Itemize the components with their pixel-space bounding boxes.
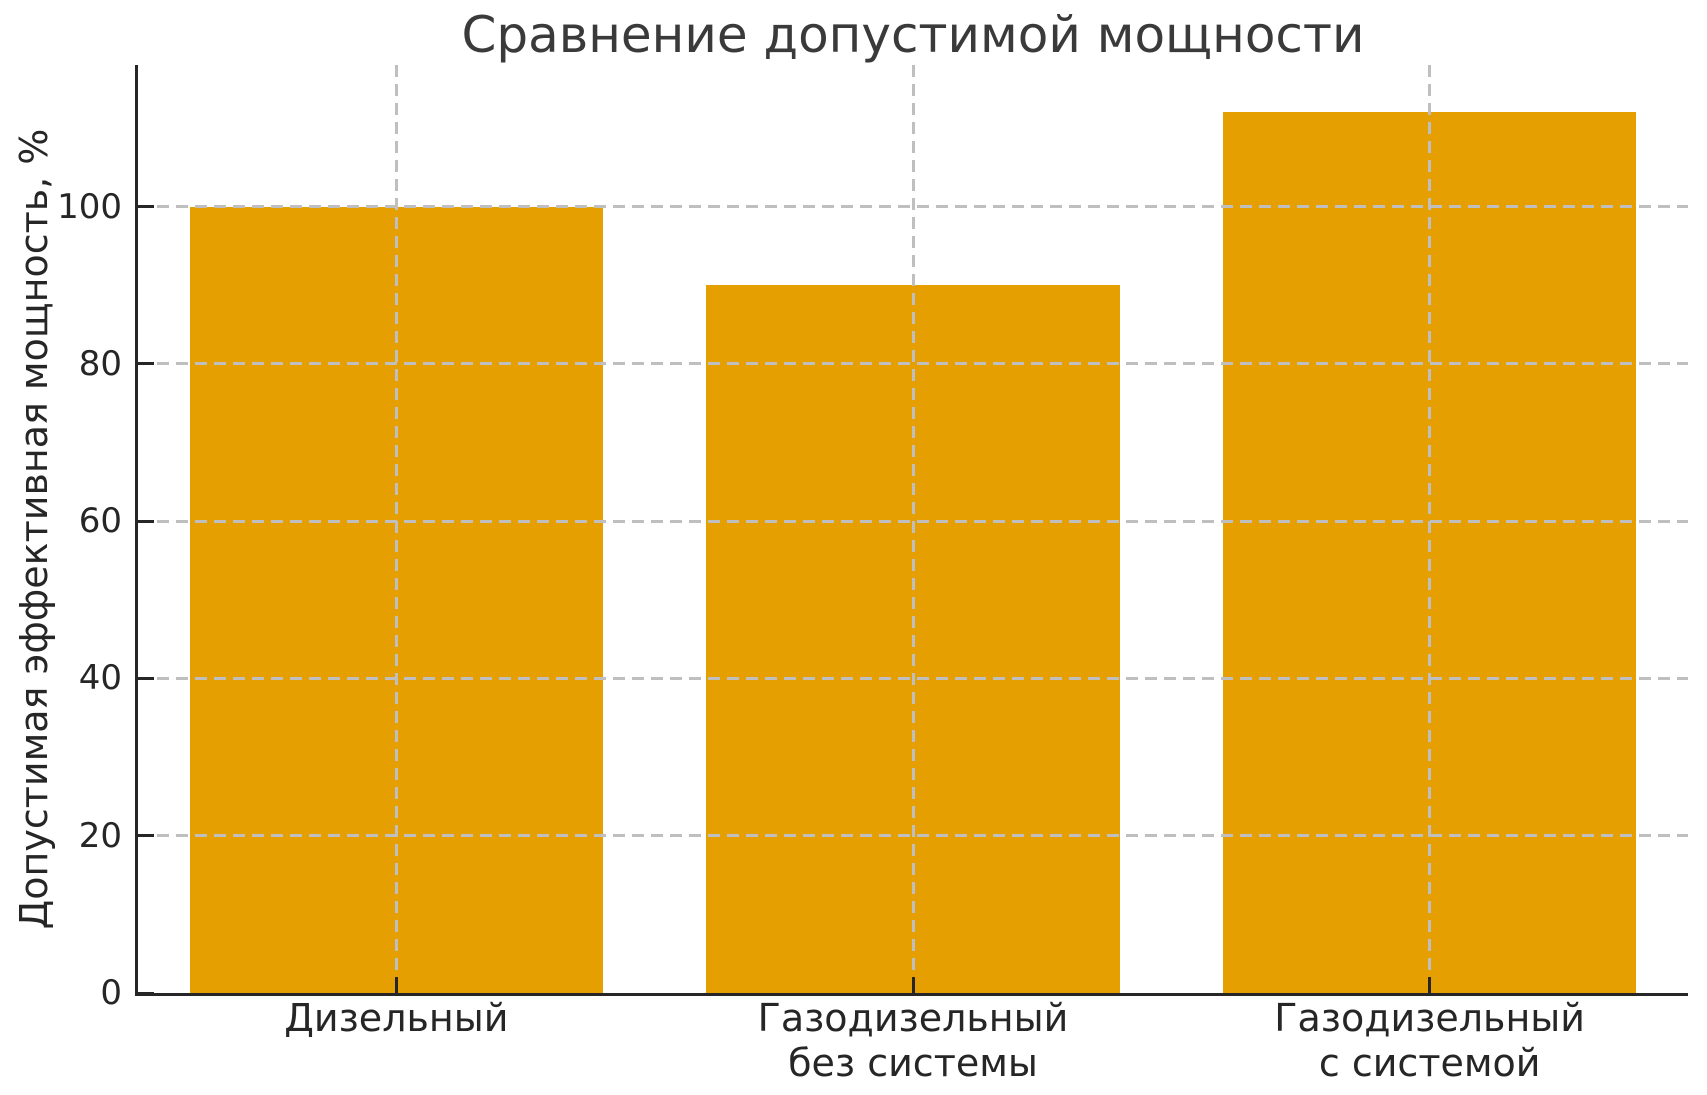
y-tick-label-0: 0 (100, 973, 122, 1013)
x-tick-mark-1 (911, 977, 915, 993)
y-tick-label-20: 20 (78, 815, 122, 856)
y-tick-mark-40 (138, 676, 154, 680)
gridline-x-0 (394, 65, 398, 993)
x-tick-mark-2 (1428, 977, 1432, 993)
x-tick-mark-0 (394, 977, 398, 993)
x-category-label-1: Газодизельный без системы (757, 996, 1069, 1085)
x-category-label-2: Газодизельный с системой (1274, 996, 1585, 1085)
y-tick-mark-20 (138, 834, 154, 838)
y-tick-label-40: 40 (78, 658, 122, 699)
y-tick-label-100: 100 (57, 186, 122, 227)
y-axis-spine (135, 65, 138, 996)
x-category-label-0: Дизельный (284, 996, 509, 1040)
x-axis-spine (135, 993, 1688, 996)
plot-area (135, 65, 1688, 996)
chart-title: Сравнение допустимой мощности (461, 6, 1365, 64)
y-tick-label-60: 60 (78, 501, 122, 542)
y-tick-label-80: 80 (78, 343, 122, 384)
gridline-x-1 (911, 65, 915, 993)
y-tick-mark-0 (138, 991, 154, 995)
y-tick-mark-80 (138, 362, 154, 366)
y-tick-mark-100 (138, 205, 154, 209)
gridline-x-2 (1428, 65, 1432, 993)
y-tick-mark-60 (138, 519, 154, 523)
